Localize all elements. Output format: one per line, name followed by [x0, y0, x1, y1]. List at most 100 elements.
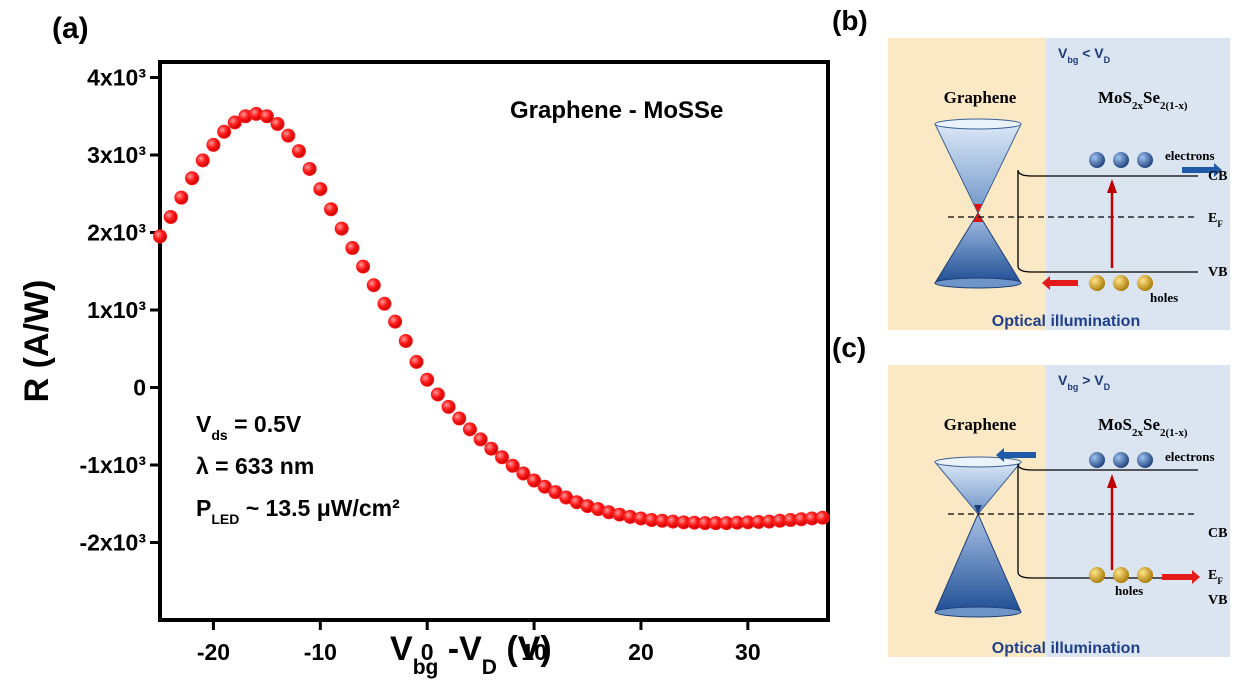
hole: [1113, 567, 1129, 583]
y-tick-label: 3x10³: [87, 142, 146, 168]
electron: [1113, 452, 1129, 468]
data-point: [431, 388, 444, 401]
x-tick-label: 30: [735, 639, 761, 665]
text-part: MoS: [1098, 88, 1132, 107]
data-point: [410, 355, 423, 368]
data-point: [485, 442, 498, 455]
data-point: [357, 260, 370, 273]
data-point: [207, 138, 220, 151]
cone-bottom: [935, 278, 1021, 288]
data-point: [314, 183, 327, 196]
text-part: V: [196, 411, 212, 437]
text-part: bg: [413, 656, 439, 679]
data-point: [271, 118, 284, 131]
hole: [1137, 567, 1153, 583]
electron: [1137, 452, 1153, 468]
data-point: [378, 297, 391, 310]
cone-top: [935, 119, 1021, 129]
electrons-label: electrons: [1165, 148, 1215, 163]
data-point: [496, 451, 509, 464]
data-point: [399, 335, 412, 348]
text-part: MoS: [1098, 415, 1132, 434]
annotation: PLED ~ 13.5 μW/cm²: [196, 495, 400, 527]
footer: Optical illumination: [992, 313, 1140, 330]
text-part: F: [1217, 576, 1223, 586]
data-point: [463, 423, 476, 436]
y-tick-label: -1x10³: [80, 452, 147, 478]
text-part: (V): [497, 630, 552, 668]
text-part: ~ 13.5 μW/cm²: [239, 495, 400, 521]
y-axis-label: R (A/W): [18, 280, 56, 403]
data-point: [346, 242, 359, 255]
x-tick-label: -10: [304, 639, 337, 665]
data-point: [816, 511, 829, 524]
x-axis-label: Vbg -VD (V): [390, 630, 552, 679]
text-part: D: [482, 656, 497, 679]
data-point: [325, 203, 338, 216]
panel-label: (c): [832, 332, 866, 363]
text-part: bg: [1067, 382, 1078, 392]
x-tick-label: 20: [628, 639, 654, 665]
text-part: 2x: [1132, 427, 1144, 439]
hole: [1089, 567, 1105, 583]
y-tick-label: 0: [133, 375, 146, 401]
plot-frame: [160, 62, 828, 620]
annotation: Vds = 0.5V: [196, 411, 302, 443]
electron: [1089, 452, 1105, 468]
data-point: [367, 279, 380, 292]
text-part: F: [1217, 219, 1223, 229]
electron: [1137, 152, 1153, 168]
text-part: D: [1104, 382, 1111, 392]
text-part: 2x: [1132, 100, 1144, 112]
data-point: [335, 222, 348, 235]
text-part: > V: [1078, 372, 1104, 388]
electron: [1113, 152, 1129, 168]
data-point: [421, 373, 434, 386]
y-tick-label: -2x10³: [80, 530, 147, 556]
text-part: -V: [438, 630, 482, 668]
data-point: [218, 125, 231, 138]
left-title: Graphene: [944, 88, 1017, 107]
y-tick-label: 2x10³: [87, 220, 146, 246]
hole: [1113, 275, 1129, 291]
data-point: [164, 211, 177, 224]
text-part: < V: [1078, 45, 1104, 61]
hole: [1089, 275, 1105, 291]
data-point: [196, 154, 209, 167]
text-part: P: [196, 495, 211, 521]
text-part: LED: [211, 511, 239, 527]
data-point: [292, 145, 305, 158]
right-region: [1046, 365, 1230, 657]
holes-label: holes: [1115, 583, 1143, 598]
data-point: [303, 162, 316, 175]
data-point: [282, 129, 295, 142]
data-point: [154, 230, 167, 243]
chart-title: Graphene - MoSSe: [510, 97, 723, 124]
annotation: λ = 633 nm: [196, 453, 314, 479]
text-part: Se: [1143, 88, 1160, 107]
holes-label: holes: [1150, 290, 1178, 305]
left-title: Graphene: [944, 415, 1017, 434]
figure: (a)-2x10³-1x10³01x10³2x10³3x10³4x10³-20-…: [0, 0, 1242, 686]
cone-top: [935, 457, 1021, 467]
data-point: [175, 191, 188, 204]
cone-bottom: [935, 607, 1021, 617]
data-point: [474, 433, 487, 446]
text-part: E: [1208, 211, 1217, 226]
text-part: Se: [1143, 415, 1160, 434]
text-part: D: [1104, 55, 1111, 65]
text-part: 2(1-x): [1160, 427, 1188, 439]
data-point: [186, 172, 199, 185]
cb-label: CB: [1208, 526, 1227, 541]
vb-label: VB: [1208, 593, 1227, 608]
text-part: 2(1-x): [1160, 100, 1188, 112]
data-point: [442, 400, 455, 413]
vb-label: VB: [1208, 265, 1227, 280]
footer: Optical illumination: [992, 640, 1140, 657]
x-tick-label: -20: [197, 639, 230, 665]
electron: [1089, 152, 1105, 168]
data-point: [389, 315, 402, 328]
text-part: = 0.5V: [228, 411, 302, 437]
text-part: λ = 633 nm: [196, 453, 314, 479]
hole: [1137, 275, 1153, 291]
